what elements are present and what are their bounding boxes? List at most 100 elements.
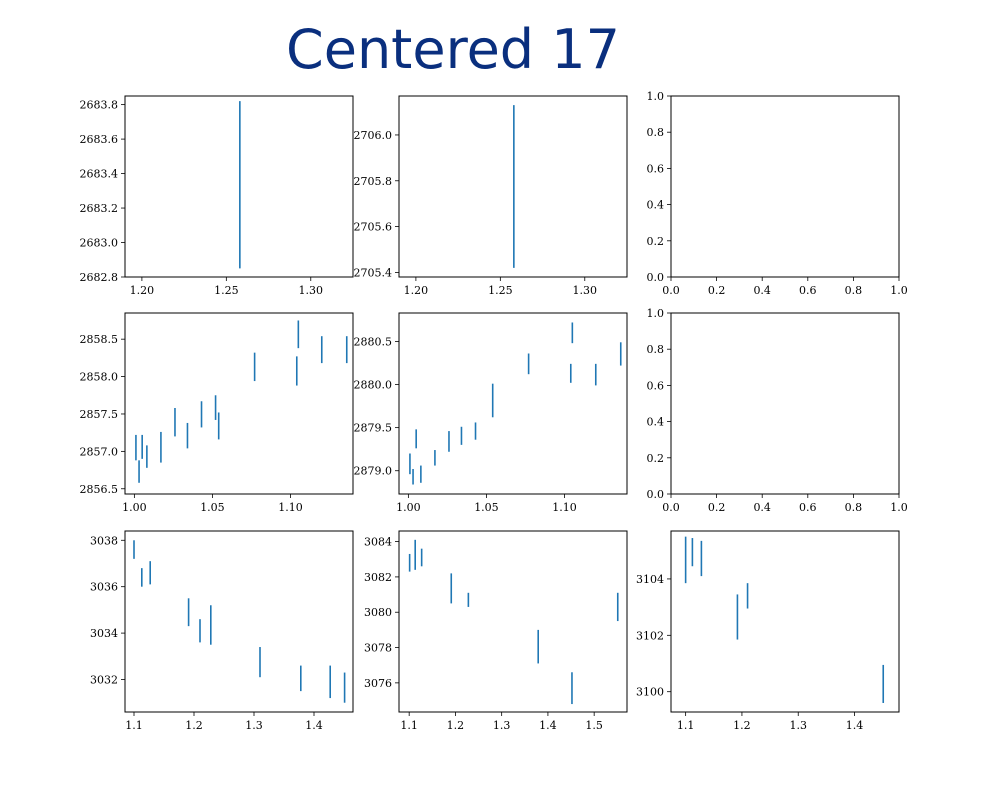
y-tick-label: 2683.4 (80, 168, 119, 181)
axes-frame (124, 530, 354, 713)
y-tick-label: 2858.0 (80, 371, 119, 384)
subplot-row2-col1: 1.00 1.05 1.10 2856.5 2857.0 2857.5 2858.0 2858… (80, 312, 354, 514)
y-tick-label: 2705.4 (354, 266, 393, 279)
y-tick-label: 2857.0 (80, 445, 119, 458)
y-tick-label: 0.8 (647, 126, 665, 139)
x-tick-label: 1.25 (214, 284, 239, 297)
x-tick-label: 1.00 (122, 501, 147, 514)
y-tick-label: 2683.2 (80, 202, 119, 215)
figure-title: Centered 17 (286, 18, 620, 81)
x-tick-label: 1.4 (539, 719, 557, 732)
y-tick-label: 2879.5 (354, 422, 393, 435)
x-tick-label: 1.05 (200, 501, 225, 514)
subplot-row3-col1: 1.1 1.2 1.3 1.4 3032 3034 3036 3038 (90, 530, 354, 732)
y-tick-label: 3034 (90, 627, 118, 640)
y-tick-label: 2682.8 (80, 271, 119, 284)
x-tick-label: 0.2 (708, 501, 726, 514)
x-tick-label: 0.4 (753, 501, 771, 514)
x-tick-label: 1.4 (846, 719, 864, 732)
x-tick-label: 1.0 (890, 284, 908, 297)
subplot-row3-col3: 1.1 1.2 1.3 1.4 3100 3102 3104 (636, 530, 900, 732)
axes-frame (124, 312, 354, 495)
x-tick-label: 1.4 (305, 719, 323, 732)
x-tick-label: 0.6 (799, 501, 817, 514)
y-tick-label: 1.0 (647, 307, 665, 320)
y-tick-label: 0.2 (647, 235, 665, 248)
y-tick-label: 2858.5 (80, 333, 119, 346)
x-tick-label: 1.05 (474, 501, 499, 514)
x-tick-label: 0.4 (753, 284, 771, 297)
x-tick-label: 1.10 (278, 501, 303, 514)
x-tick-label: 1.30 (299, 284, 324, 297)
y-tick-label: 3078 (364, 642, 392, 655)
x-tick-label: 0.0 (662, 501, 680, 514)
y-tick-label: 2683.6 (80, 133, 119, 146)
axes-frame (398, 530, 628, 713)
y-tick-label: 0.0 (647, 271, 665, 284)
y-tick-label: 2856.5 (80, 483, 119, 496)
y-tick-label: 3104 (636, 573, 664, 586)
y-tick-label: 3036 (90, 581, 118, 594)
x-tick-label: 0.0 (662, 284, 680, 297)
axes-frame (670, 530, 900, 713)
y-tick-label: 3032 (90, 674, 118, 687)
y-tick-label: 2705.8 (354, 175, 393, 188)
y-tick-label: 0.2 (647, 452, 665, 465)
x-tick-label: 1.20 (404, 284, 429, 297)
x-tick-label: 1.1 (125, 719, 143, 732)
x-tick-label: 1.1 (677, 719, 695, 732)
y-tick-label: 2683.0 (80, 237, 119, 250)
subplot-row2-col2: 1.00 1.05 1.10 2879.0 2879.5 2880.0 2880.5 (354, 312, 628, 514)
subplot-row1-col1: 1.20 1.25 1.30 2682.8 2683.0 2683.2 2683.4 2683… (80, 95, 354, 297)
y-tick-label: 2857.5 (80, 408, 119, 421)
y-tick-label: 3084 (364, 536, 392, 549)
y-tick-label: 0.8 (647, 343, 665, 356)
x-tick-label: 1.30 (573, 284, 598, 297)
y-tick-label: 0.6 (647, 162, 665, 175)
axes-frame (670, 312, 900, 495)
y-tick-label: 0.4 (647, 199, 665, 212)
subplot-row2-col3: 0.0 0.2 0.4 0.6 0.8 1.0 0.0 0.2 0.4 0.6 0.8 1.0 (647, 307, 908, 514)
y-tick-label: 2706.0 (354, 129, 393, 142)
y-tick-label: 3076 (364, 677, 392, 690)
axes-frame (398, 95, 628, 278)
x-tick-label: 1.2 (733, 719, 751, 732)
x-tick-label: 0.2 (708, 284, 726, 297)
x-tick-label: 1.00 (396, 501, 421, 514)
x-tick-label: 0.8 (845, 501, 863, 514)
y-tick-label: 2683.8 (80, 99, 119, 112)
y-tick-label: 2879.0 (354, 465, 393, 478)
x-tick-label: 0.6 (799, 284, 817, 297)
x-tick-label: 1.20 (130, 284, 155, 297)
y-tick-label: 2880.5 (354, 335, 393, 348)
y-tick-label: 3082 (364, 571, 392, 584)
subplot-row3-col2: 1.1 1.2 1.3 1.4 1.5 3076 3078 3080 3082 3084 (364, 530, 628, 732)
x-tick-label: 0.8 (845, 284, 863, 297)
subplot-row1-col2: 1.20 1.25 1.30 2705.4 2705.6 2705.8 2706.0 (354, 95, 628, 297)
x-tick-label: 1.5 (585, 719, 603, 732)
axes-frame (398, 312, 628, 495)
subplot-row1-col3: 0.0 0.2 0.4 0.6 0.8 1.0 0.0 0.2 0.4 0.6 0.8 1.0 (647, 90, 908, 297)
y-tick-label: 1.0 (647, 90, 665, 103)
y-tick-label: 0.6 (647, 379, 665, 392)
y-tick-label: 0.0 (647, 488, 665, 501)
x-tick-label: 1.3 (789, 719, 807, 732)
y-tick-label: 2880.0 (354, 379, 393, 392)
x-tick-label: 1.25 (488, 284, 513, 297)
y-tick-label: 0.4 (647, 416, 665, 429)
x-tick-label: 1.2 (447, 719, 465, 732)
x-tick-label: 1.0 (890, 501, 908, 514)
x-tick-label: 1.1 (400, 719, 418, 732)
y-tick-label: 2705.6 (354, 221, 393, 234)
axes-frame (670, 95, 900, 278)
y-tick-label: 3102 (636, 629, 664, 642)
axes-frame (124, 95, 354, 278)
x-tick-label: 1.10 (552, 501, 577, 514)
y-tick-label: 3080 (364, 606, 392, 619)
y-tick-label: 3100 (636, 686, 664, 699)
x-tick-label: 1.3 (245, 719, 263, 732)
x-tick-label: 1.3 (493, 719, 511, 732)
x-tick-label: 1.2 (185, 719, 203, 732)
y-tick-label: 3038 (90, 534, 118, 547)
